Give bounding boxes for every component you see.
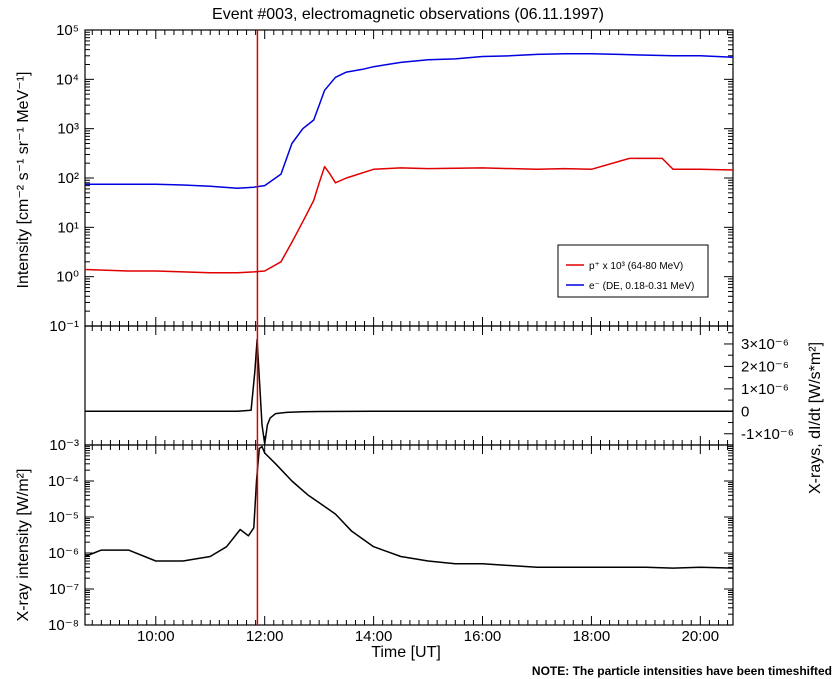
x-tick-label: 16:00 [464, 628, 502, 645]
intensity-ytick-label: 10² [57, 170, 79, 187]
xray-ytick-label: 10⁻⁷ [49, 581, 79, 598]
derivative-ytick-label: 2×10⁻⁶ [741, 358, 789, 375]
timeshift-note: NOTE: The particle intensities have been… [532, 664, 832, 678]
xray-ytick-label: 10⁻⁸ [48, 617, 79, 634]
derivative-panel: 3×10⁻⁶ 2×10⁻⁶ 1×10⁻⁶ 0 -1×10⁻⁶ [84, 325, 794, 446]
xray-frame [84, 444, 734, 626]
derivative-ytick-label: 0 [741, 403, 749, 420]
xray-ytick-label: 10⁻⁴ [48, 473, 79, 490]
legend-label-electrons: e⁻ (DE, 0.18-0.31 MeV) [589, 281, 694, 292]
x-tick-label: 10:00 [137, 628, 175, 645]
xray-y-axis-label: X-ray intensity [W/m²] [15, 469, 32, 622]
intensity-series-0 [85, 53, 734, 189]
derivative-ytick-label: 1×10⁻⁶ [741, 381, 789, 398]
intensity-series-1 [84, 157, 734, 274]
intensity-ytick-label: 10⁰ [56, 269, 79, 286]
derivative-ytick-label: 3×10⁻⁶ [741, 336, 789, 353]
legend-label-protons: p⁺ x 10³ (64-80 MeV) [589, 261, 683, 272]
legend-box [557, 244, 709, 298]
xray-ytick-label: 10⁻³ [49, 437, 79, 454]
intensity-ytick-label: 10¹ [57, 219, 79, 236]
intensity-y-axis-label: Intensity [cm⁻² s⁻¹ sr⁻¹ MeV⁻¹] [15, 72, 32, 289]
xray-ytick-label: 10⁻⁶ [48, 545, 79, 562]
chart-title: Event #003, electromagnetic observations… [212, 6, 604, 23]
x-tick-label: 18:00 [573, 628, 611, 645]
derivative-ytick-label: -1×10⁻⁶ [741, 426, 794, 443]
intensity-ytick-label: 10⁵ [56, 22, 79, 39]
x-tick-label: 20:00 [682, 628, 720, 645]
legend: p⁺ x 10³ (64-80 MeV) e⁻ (DE, 0.18-0.31 M… [557, 244, 709, 298]
derivative-y-axis-label: X-rays, dI/dt [W/s*m²] [807, 342, 824, 494]
x-axis-label: Time [UT] [371, 644, 441, 661]
xray-panel: 10⁻⁸ 10⁻⁷ 10⁻⁶ 10⁻⁵ 10⁻⁴ 10⁻³ 10:00 12:00 14:00 1… [48, 437, 734, 645]
intensity-ytick-label: 10⁴ [56, 71, 79, 88]
x-tick-label: 14:00 [355, 628, 393, 645]
derivative-frame [84, 325, 734, 446]
intensity-ytick-label: 10⁻¹ [49, 318, 79, 335]
intensity-ytick-label: 10³ [57, 121, 79, 138]
xray-ytick-label: 10⁻⁵ [48, 509, 79, 526]
xray-series-0 [84, 445, 734, 569]
derivative-series-0 [85, 338, 733, 445]
x-tick-label: 12:00 [246, 628, 284, 645]
